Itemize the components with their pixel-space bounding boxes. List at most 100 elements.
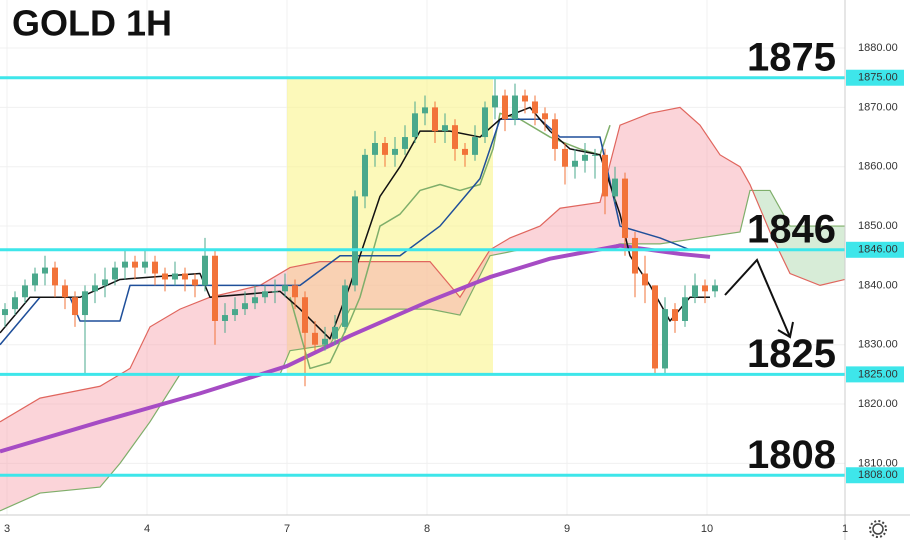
candle-body [512, 95, 518, 120]
level-axis-label: 1875.00 [858, 72, 898, 84]
level-badge [846, 366, 904, 383]
candle-body [432, 107, 438, 132]
x-tick-label: 10 [701, 523, 713, 535]
candle-body [642, 273, 648, 286]
candle-body [12, 297, 18, 310]
candle-body [312, 332, 318, 345]
y-tick-label: 1880.00 [858, 42, 898, 54]
candle-body [332, 326, 338, 339]
arrow-head [777, 321, 794, 339]
level-axis-label: 1846.00 [858, 244, 898, 256]
candle-body [442, 125, 448, 132]
level-axis-label: 1825.00 [858, 368, 898, 380]
y-tick-label: 1860.00 [858, 161, 898, 173]
candle-body [262, 291, 268, 298]
candle-body [322, 338, 328, 345]
candle-body [362, 154, 368, 197]
candle-body [492, 95, 498, 108]
level-label: 1875 [747, 35, 836, 79]
candle-body [72, 297, 78, 316]
level-axis-label: 1808.00 [858, 469, 898, 481]
candle-body [452, 125, 458, 149]
level-badge [846, 69, 904, 86]
candle-body [542, 113, 548, 120]
gear-teeth[interactable] [869, 520, 887, 538]
candle-body [302, 297, 308, 333]
candle-body [232, 309, 238, 316]
candle-body [682, 297, 688, 321]
candle-body [422, 107, 428, 114]
candle-body [482, 107, 488, 138]
candle-body [222, 315, 228, 321]
y-tick-label: 1840.00 [858, 279, 898, 291]
candle-body [602, 154, 608, 197]
candle-body [152, 261, 158, 274]
candle-body [212, 255, 218, 321]
cloud-span-a [0, 189, 845, 512]
candle-body [392, 148, 398, 155]
candle-body [672, 309, 678, 321]
candle-body [622, 178, 628, 238]
candle-body [272, 291, 278, 293]
candle-body [202, 255, 208, 286]
candle-body [22, 285, 28, 298]
candle-body [712, 285, 718, 292]
y-tick-label: 1850.00 [858, 220, 898, 232]
candle-body [402, 137, 408, 149]
candle-body [62, 285, 68, 298]
x-tick-label: 9 [564, 523, 570, 535]
x-tick-label: 8 [424, 523, 430, 535]
candle-body [282, 285, 288, 292]
level-badge [846, 241, 904, 258]
candle-body [352, 196, 358, 286]
candle-body [42, 267, 48, 274]
candle-body [552, 119, 558, 149]
candle-body [192, 279, 198, 286]
candle-body [532, 101, 538, 114]
level-label: 1846 [747, 207, 836, 251]
forecast-arrow [724, 258, 791, 338]
candle-body [612, 178, 618, 197]
y-tick-label: 1830.00 [858, 339, 898, 351]
candle-body [342, 285, 348, 327]
plot-area: 1875 1846 1825 1808 [0, 35, 846, 512]
candle-body [142, 261, 148, 268]
candle-body [562, 148, 568, 167]
candle-body [52, 267, 58, 286]
y-tick-label: 1810.00 [858, 457, 898, 469]
candle-body [32, 273, 38, 286]
x-tick-label: 3 [4, 523, 10, 535]
x-tick-label: 1 [842, 523, 848, 535]
candle-body [382, 142, 388, 155]
candle-body [582, 154, 588, 161]
x-tick-label: 7 [284, 523, 290, 535]
candle-body [182, 273, 188, 280]
candle-body [292, 285, 298, 298]
gear[interactable] [872, 523, 884, 535]
candle-body [632, 237, 638, 274]
y-tick-label: 1870.00 [858, 101, 898, 113]
candle-body [82, 291, 88, 316]
level-label: 1825 [747, 332, 836, 376]
candle-body [242, 303, 248, 310]
candle-body [2, 309, 8, 316]
candle-body [252, 297, 258, 304]
candle-body [412, 113, 418, 138]
candle-body [472, 137, 478, 155]
cloud-span-b [0, 106, 846, 423]
candle-body [652, 285, 658, 369]
candle-body [592, 154, 598, 156]
settings-icon[interactable] [869, 520, 887, 538]
candle-body [462, 148, 468, 155]
candle-body [572, 160, 578, 167]
candle-body [522, 95, 528, 102]
level-badge [846, 467, 904, 484]
highlight-zone [287, 77, 493, 375]
candle-body [692, 285, 698, 298]
candle-body [112, 267, 118, 280]
candle-body [102, 279, 108, 286]
candle-body [172, 273, 178, 280]
candle-body [662, 309, 668, 369]
y-tick-label: 1820.00 [858, 398, 898, 410]
